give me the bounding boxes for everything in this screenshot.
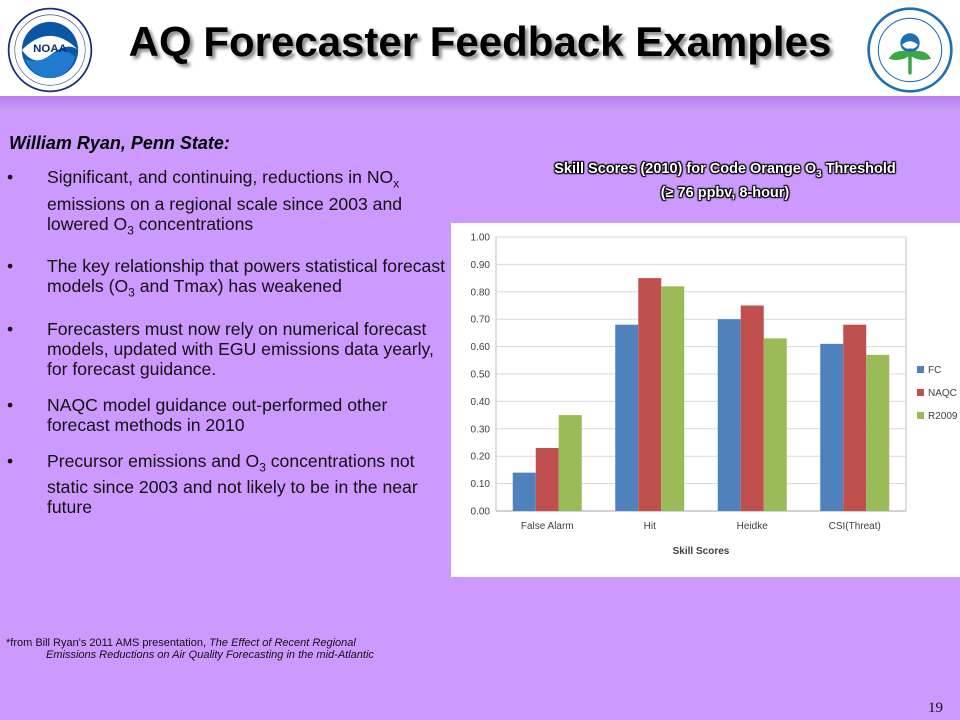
bar-naqc-heidke bbox=[740, 305, 764, 511]
chart-title-threshold: (≥ 76 ppbv, 8-hour) bbox=[660, 184, 790, 201]
bar-fc-false-alarm bbox=[512, 472, 536, 511]
y-tick-label: 0.40 bbox=[471, 397, 491, 408]
y-tick-label: 0.00 bbox=[471, 507, 491, 518]
bullet-text: emissions on a regional scale since 2003… bbox=[47, 193, 403, 234]
x-axis-label: Skill Scores bbox=[673, 546, 730, 557]
bullet-item: Forecasters must now rely on numerical f… bbox=[7, 319, 452, 379]
y-tick-label: 0.70 bbox=[471, 315, 491, 326]
x-tick-label: Hit bbox=[644, 521, 656, 532]
author-heading: William Ryan, Penn State: bbox=[9, 133, 230, 153]
x-tick-label: Heidke bbox=[737, 521, 769, 532]
bullet-list: Significant, and continuing, reductions … bbox=[7, 167, 452, 533]
legend-label: NAQC bbox=[928, 388, 957, 399]
bar-r2009-hit bbox=[661, 286, 685, 511]
bar-fc-csi-threat- bbox=[820, 343, 844, 511]
y-tick-label: 0.20 bbox=[471, 452, 491, 463]
bullet-item: Significant, and continuing, reductions … bbox=[7, 167, 452, 240]
chart-title: Skill Scores (2010) for Code Orange O3 T… bbox=[460, 160, 960, 202]
bar-r2009-csi-threat- bbox=[866, 354, 890, 511]
footnote-title-line1: The Effect of Recent Regional bbox=[209, 637, 356, 649]
chart-title-subscript: 3 bbox=[816, 168, 822, 180]
bar-fc-hit bbox=[615, 324, 639, 511]
slide-header: NOAA AQ Forecaster Feedback Examples bbox=[0, 0, 960, 96]
footnote: *from Bill Ryan's 2011 AMS presentation,… bbox=[6, 637, 456, 661]
noaa-logo-icon: NOAA bbox=[7, 7, 93, 93]
footnote-title-line2: Emissions Reductions on Air Quality Fore… bbox=[46, 649, 374, 661]
bar-fc-heidke bbox=[717, 319, 741, 511]
y-tick-label: 1.00 bbox=[471, 233, 491, 244]
bullet-text: NAQC model guidance out-performed other … bbox=[47, 394, 388, 435]
y-tick-label: 0.80 bbox=[471, 287, 491, 298]
footnote-source: *from Bill Ryan's 2011 AMS presentation, bbox=[6, 637, 210, 649]
legend-label: R2009 bbox=[928, 411, 958, 422]
y-tick-label: 0.50 bbox=[471, 370, 491, 381]
bullet-subscript: x bbox=[393, 176, 400, 191]
bullet-text: The key relationship that powers statist… bbox=[47, 256, 445, 297]
bullet-text: concentrations bbox=[133, 213, 254, 234]
bullet-subscript: 3 bbox=[259, 460, 266, 475]
epa-logo-icon bbox=[867, 7, 953, 93]
bullet-text: concentrations not static since 2003 and… bbox=[47, 450, 418, 518]
bar-r2009-false-alarm bbox=[558, 415, 582, 511]
chart-title-text: Skill Scores (2010) for Code Orange O bbox=[554, 161, 817, 177]
bullet-text: and Tmax) has weakened bbox=[134, 276, 342, 297]
bar-naqc-false-alarm bbox=[535, 447, 559, 511]
bullet-text: Precursor emissions and O bbox=[47, 450, 260, 471]
bullet-text: Significant, and continuing, reductions … bbox=[47, 167, 394, 187]
skill-score-chart: 0.00 0.10 0.20 0.30 0.40 0.50 0.60 0.70 0.80 0.90… bbox=[471, 233, 958, 558]
page-title: AQ Forecaster Feedback Examples bbox=[128, 18, 832, 65]
legend-swatch-fc bbox=[917, 366, 924, 373]
legend-swatch-naqc bbox=[917, 389, 924, 396]
bullet-text: Forecasters must now rely on numerical f… bbox=[47, 318, 434, 379]
x-tick-label: CSI(Threat) bbox=[829, 521, 881, 532]
slide-number: 19 bbox=[928, 700, 943, 716]
y-tick-label: 0.90 bbox=[471, 260, 491, 271]
legend-swatch-r2009 bbox=[917, 412, 924, 419]
bar-naqc-hit bbox=[638, 278, 662, 511]
bullet-subscript: 3 bbox=[127, 223, 134, 238]
y-tick-label: 0.10 bbox=[471, 479, 491, 490]
chart-title-suffix: Threshold bbox=[821, 161, 896, 177]
bullet-subscript: 3 bbox=[128, 285, 135, 300]
y-tick-label: 0.30 bbox=[471, 424, 491, 435]
bar-naqc-csi-threat- bbox=[843, 324, 867, 511]
bullet-item: Precursor emissions and O3 concentration… bbox=[7, 451, 452, 518]
bar-r2009-heidke bbox=[763, 338, 787, 511]
legend-label: FC bbox=[928, 365, 941, 376]
chart-container: 0.00 0.10 0.20 0.30 0.40 0.50 0.60 0.70 0.80 0.90… bbox=[451, 223, 960, 577]
svg-text:NOAA: NOAA bbox=[33, 43, 67, 55]
bullet-item: The key relationship that powers statist… bbox=[7, 256, 452, 303]
y-tick-label: 0.60 bbox=[471, 342, 491, 353]
bullet-item: NAQC model guidance out-performed other … bbox=[7, 395, 452, 435]
x-tick-label: False Alarm bbox=[521, 521, 574, 532]
